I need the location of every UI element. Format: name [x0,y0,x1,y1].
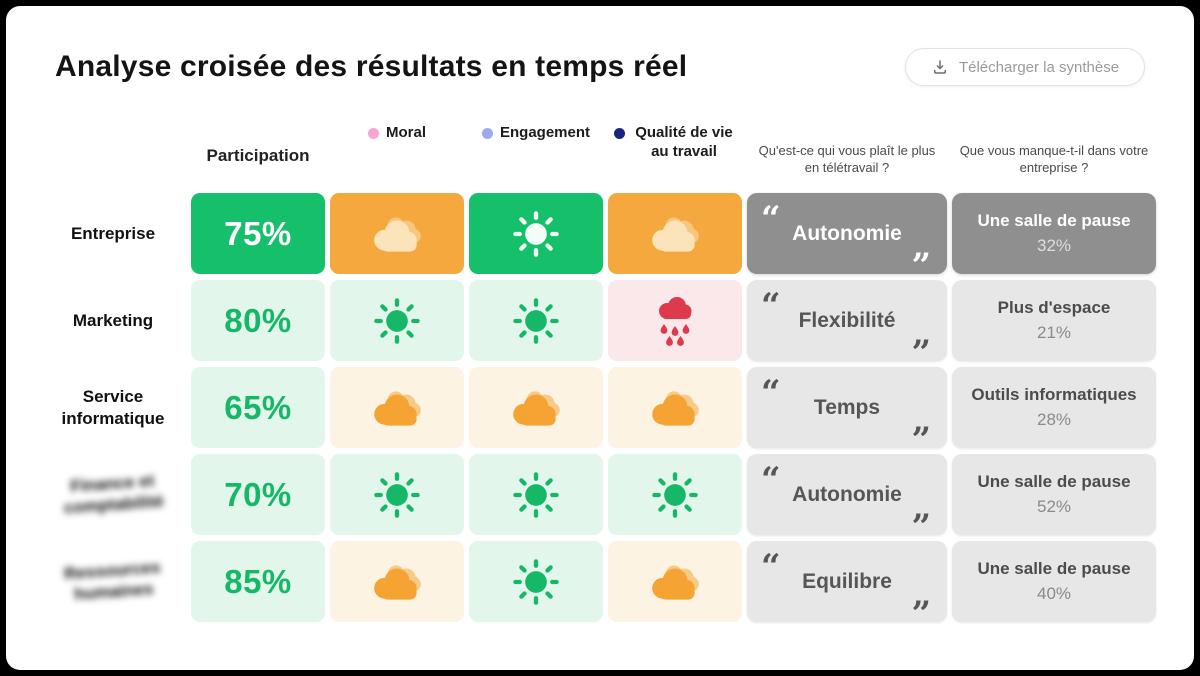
participation-cell: 80% [191,280,325,361]
column-header-missing-question: Que vous manque-t-il dans votre entrepri… [959,142,1149,176]
sun-icon [507,556,565,608]
moral-legend-dot-icon [367,128,379,139]
qvt-cell [608,193,742,274]
qvt-legend-label: Qualité de vie au travail [635,124,733,160]
like-cell: “ Temps ” [747,367,947,457]
moral-cell [330,367,464,448]
row-label-service-informatique: Service informatique [61,387,165,428]
like-cell: “ Autonomie ” [747,454,947,544]
sun-icon [507,208,565,260]
cloud-icon [368,556,426,608]
engagement-legend-dot-icon [481,128,493,139]
download-summary-label: Télécharger la synthèse [958,58,1120,76]
column-header-participation: Participation [206,145,310,165]
missing-cell: Outils informatiques 28% [952,367,1156,448]
qvt-cell [608,541,742,622]
qvt-cell [608,367,742,448]
cloud-icon [646,382,704,434]
qvt-legend-dot-icon [614,128,625,139]
cloud-icon [646,556,704,608]
moral-cell [330,541,464,622]
participation-cell: 70% [191,454,325,535]
sun-icon [368,469,426,521]
cloud-icon [646,208,704,260]
row-label-marketing: Marketing [72,310,154,330]
column-header-qvt: Qualité de vie au travail [608,124,742,187]
rain-cloud-icon [647,292,703,350]
page-title: Analyse croisée des résultats en temps r… [55,50,688,83]
download-summary-button[interactable]: Télécharger la synthèse [905,48,1145,86]
row-label-finance: Finance et comptabilité [63,471,165,518]
cloud-icon [368,382,426,434]
like-cell: “ Autonomie ” [747,193,947,283]
row-label-entreprise: Entreprise [70,223,156,243]
like-cell: “ Flexibilité ” [747,280,947,370]
row-label-ressources-humaines: Ressources humaines [63,557,161,605]
sun-icon [368,295,426,347]
moral-cell [330,193,464,274]
cloud-icon [368,208,426,260]
missing-cell: Une salle de pause 52% [952,454,1156,535]
cloud-icon [507,382,565,434]
engagement-cell [469,280,603,361]
header-spacer [40,124,186,187]
moral-cell [330,280,464,361]
results-table: Participation Moral Engagement Qualité d… [40,124,1156,631]
missing-cell: Une salle de pause 40% [952,541,1156,622]
column-header-moral: Moral [330,124,464,187]
moral-legend-label: Moral [385,124,426,141]
engagement-cell [469,541,603,622]
sun-icon [507,469,565,521]
sun-icon [507,295,565,347]
missing-cell: Une salle de pause 32% [952,193,1156,274]
dashboard-card: Analyse croisée des résultats en temps r… [6,6,1194,670]
engagement-cell [469,454,603,535]
engagement-cell [469,367,603,448]
engagement-cell [469,193,603,274]
like-cell: “ Equilibre ” [747,541,947,631]
missing-cell: Plus d'espace 21% [952,280,1156,361]
column-header-like-question: Qu'est-ce qui vous plaît le plus en télé… [758,142,936,176]
participation-cell: 85% [191,541,325,622]
column-header-engagement: Engagement [469,124,603,187]
download-icon [931,58,949,76]
participation-cell: 75% [191,193,325,274]
participation-cell: 65% [191,367,325,448]
qvt-cell [608,280,742,361]
qvt-cell [608,454,742,535]
moral-cell [330,454,464,535]
engagement-legend-label: Engagement [499,124,590,141]
sun-icon [646,469,704,521]
